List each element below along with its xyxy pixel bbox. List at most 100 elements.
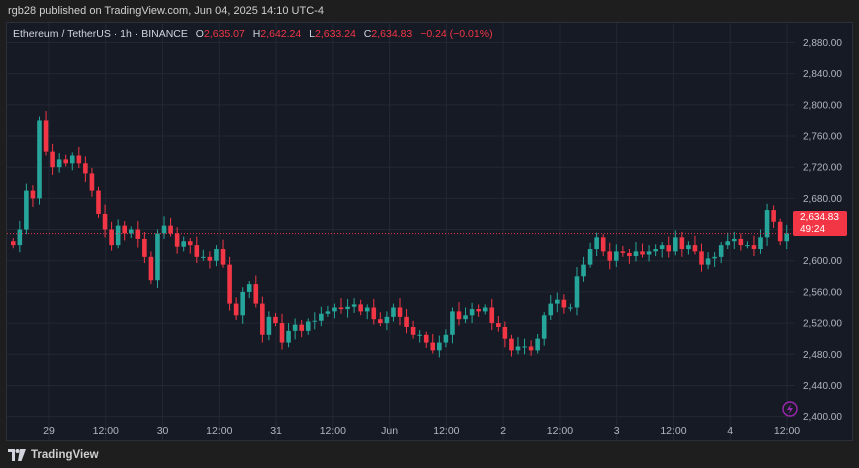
y-tick-label: 2,600.00: [803, 256, 842, 267]
candle-body: [607, 251, 613, 261]
candle-body: [738, 238, 744, 246]
candle-body: [24, 190, 29, 230]
y-tick-label: 2,800.00: [803, 100, 842, 111]
candle-body: [187, 241, 193, 246]
candle-body: [699, 251, 704, 265]
candle-body: [168, 225, 173, 234]
candle-body: [751, 245, 757, 250]
symbol-label[interactable]: Ethereum / TetherUS · 1h · BINANCE: [13, 28, 188, 40]
candle-body: [535, 338, 540, 351]
y-tick-label: 2,480.00: [803, 350, 842, 361]
candle-body: [673, 237, 678, 252]
candle-body: [496, 323, 501, 327]
lightning-bolt-icon[interactable]: [782, 401, 798, 417]
candle-body: [587, 249, 593, 265]
change-value: −0.24 (−0.01%): [420, 28, 493, 40]
x-tick-label: 12:00: [660, 425, 686, 437]
candle-body: [37, 120, 42, 199]
candle-body: [718, 245, 724, 257]
y-tick-label: 2,840.00: [803, 69, 842, 80]
candle-body: [764, 210, 770, 238]
candle-body: [299, 324, 304, 331]
candle-body: [417, 334, 422, 336]
candle-body: [476, 309, 481, 312]
open-value: 2,635.07: [203, 28, 245, 40]
x-tick-label: 4: [727, 425, 733, 437]
candle-body: [155, 233, 160, 281]
candle-body: [17, 229, 23, 246]
tradingview-brand: TradingView: [31, 449, 99, 461]
candle-body: [332, 307, 337, 312]
tradingview-logo-icon: [8, 449, 26, 461]
candle-body: [410, 326, 416, 335]
candle-body: [555, 299, 560, 304]
y-tick-label: 2,400.00: [803, 412, 842, 423]
candle-body: [561, 299, 567, 308]
candle-body: [194, 245, 200, 257]
candle-body: [712, 256, 717, 259]
chart-panel[interactable]: [6, 22, 853, 441]
candle-body: [725, 241, 731, 246]
candle-body: [89, 173, 95, 191]
footer-bar: [0, 441, 859, 468]
candle-body: [771, 210, 776, 222]
candle-body: [253, 284, 259, 304]
candle-body: [102, 213, 108, 230]
x-tick-label: 3: [614, 425, 620, 437]
candle-body: [135, 229, 141, 239]
candle-body: [63, 159, 69, 164]
candle-body: [705, 258, 711, 265]
candle-body: [56, 159, 62, 168]
candle-body: [384, 316, 390, 324]
last-price-value: 2,634.83: [800, 212, 839, 223]
candle-body: [207, 256, 213, 261]
candle-body: [286, 330, 291, 343]
candle-body: [456, 311, 462, 320]
y-tick-label: 2,680.00: [803, 194, 842, 205]
candle-countdown: 49:24: [800, 224, 826, 235]
candle-body: [509, 338, 514, 351]
x-tick-label: 12:00: [93, 425, 119, 437]
candle-body: [266, 316, 272, 335]
y-tick-label: 2,560.00: [803, 287, 842, 298]
candle-body: [692, 245, 698, 252]
candle-body: [142, 238, 147, 257]
candle-body: [351, 304, 357, 307]
candle-body: [319, 313, 324, 321]
candle-body: [463, 315, 468, 320]
candle-body: [240, 291, 245, 316]
y-tick-label: 2,880.00: [803, 38, 842, 49]
x-tick-label: 29: [43, 425, 55, 437]
candle-body: [10, 241, 16, 246]
candle-body: [646, 251, 652, 255]
top-bar: rgb28 published on TradingView.com, Jun …: [0, 0, 859, 22]
candle-body: [69, 155, 75, 164]
candle-body: [614, 251, 619, 261]
candle-body: [246, 284, 252, 292]
candle-body: [378, 319, 383, 324]
candle-body: [594, 237, 599, 250]
candle-body: [174, 233, 180, 247]
tradingview-logo[interactable]: TradingView: [8, 449, 99, 461]
candle-body: [443, 334, 449, 343]
candle-body: [686, 245, 691, 250]
candle-body: [338, 307, 344, 310]
candle-body: [653, 249, 658, 252]
x-tick-label: 2: [500, 425, 506, 437]
candle-body: [201, 256, 206, 258]
candle-body: [423, 334, 429, 343]
x-tick-label: 30: [157, 425, 169, 437]
candle-body: [305, 321, 311, 331]
candle-body: [581, 264, 586, 277]
candle-body: [181, 241, 186, 247]
high-value: 2,642.24: [260, 28, 302, 40]
candle-body: [161, 225, 167, 234]
candle-body: [666, 245, 672, 252]
candle-body: [502, 326, 508, 339]
candle-body: [109, 229, 114, 246]
candle-body: [568, 307, 573, 309]
candle-body: [437, 342, 442, 351]
candle-body: [574, 276, 580, 308]
candle-body: [30, 190, 36, 199]
